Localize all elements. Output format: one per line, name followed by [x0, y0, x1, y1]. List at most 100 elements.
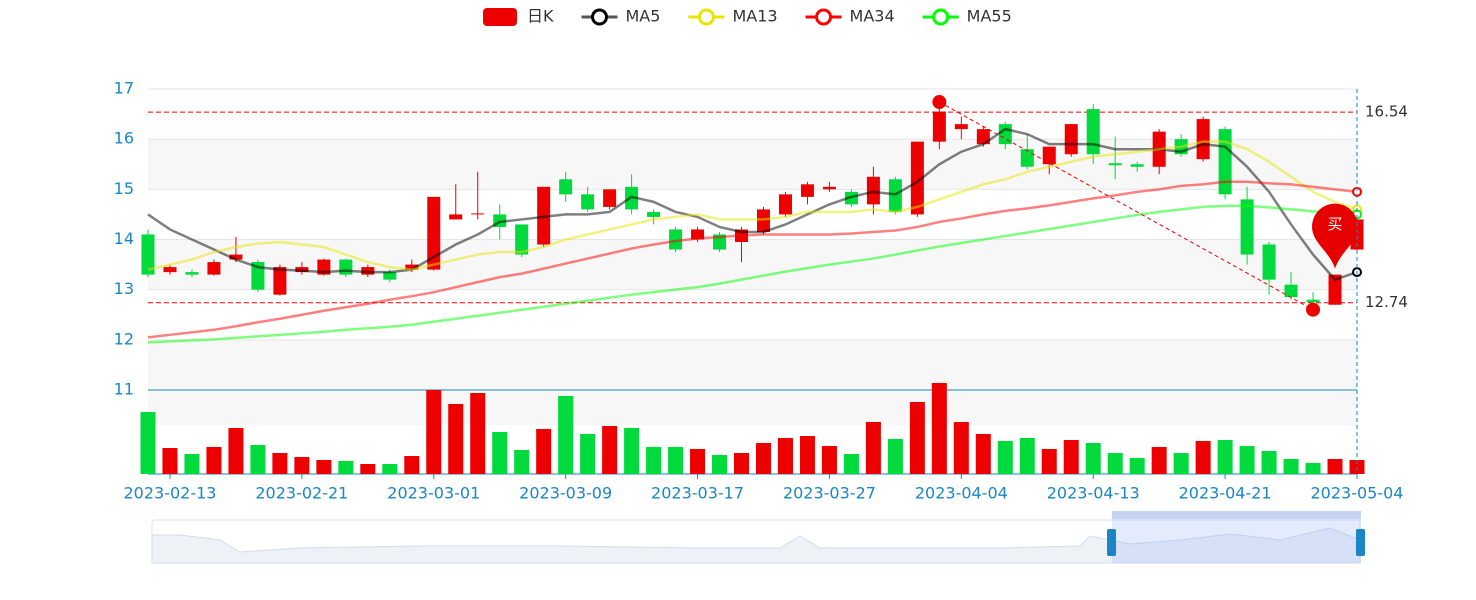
legend-label: MA34 [850, 7, 895, 26]
slider-window[interactable] [1112, 511, 1361, 563]
candle-body [954, 124, 968, 130]
candle-body [691, 229, 705, 240]
candle-body [1328, 274, 1342, 305]
x-tick-label: 2023-04-21 [1179, 484, 1272, 503]
volume-bar [536, 429, 552, 474]
candle-body [185, 272, 199, 275]
volume-bar [360, 464, 376, 474]
legend-icon [815, 8, 833, 26]
volume-bar [140, 412, 156, 474]
ma-line [147, 140, 1358, 271]
volume-bar [426, 390, 442, 474]
candle-body [515, 224, 529, 255]
candle-body [603, 189, 617, 207]
legend-label: MA5 [626, 7, 661, 26]
x-tick-label: 2023-02-13 [123, 484, 216, 503]
candle-body [1086, 109, 1100, 155]
candle-body [778, 194, 792, 215]
volume-bar [184, 454, 200, 474]
volume-bar [514, 450, 530, 474]
candle-body [932, 111, 946, 142]
candle-body [647, 211, 661, 217]
candle-body [361, 267, 375, 275]
candle-body [141, 234, 155, 275]
candle-body [471, 213, 485, 215]
legend-icon [591, 8, 608, 26]
candle-body [163, 267, 177, 273]
y-tick-label: 15 [114, 179, 134, 198]
volume-bar [492, 432, 508, 474]
volume-bar [1151, 447, 1167, 474]
volume-bar [953, 422, 969, 474]
legend-icon [932, 8, 950, 26]
volume-bar [470, 393, 486, 474]
volume-bar [997, 441, 1013, 474]
volume-bar [1217, 440, 1233, 474]
legend-icon [697, 8, 715, 26]
candle-body [1262, 244, 1276, 280]
candle-body [800, 184, 814, 197]
y-tick-label: 17 [114, 79, 134, 98]
volume-bar [1019, 438, 1035, 474]
x-tick-label: 2023-04-04 [915, 484, 1008, 503]
candle-body [383, 272, 397, 280]
trend-line [939, 101, 1314, 311]
volume-bar [1305, 463, 1321, 474]
volume-bar [887, 439, 903, 474]
x-tick-label: 2023-04-13 [1047, 484, 1140, 503]
volume-bar [1107, 453, 1123, 474]
volume-bar [734, 453, 750, 474]
volume-bar [755, 443, 771, 474]
candle-body [822, 186, 836, 190]
volume-bar [821, 446, 837, 474]
volume-bar [206, 447, 222, 474]
volume-bar [1129, 458, 1145, 474]
split-area [148, 339, 1357, 390]
volume-bar [316, 460, 332, 474]
candle-body [1064, 124, 1078, 155]
candle-body [1240, 199, 1254, 255]
legend-label: MA13 [732, 7, 777, 26]
volume-bar [843, 454, 859, 474]
volume-bar [931, 383, 947, 474]
volume-bar [865, 422, 881, 474]
volume-bar [338, 461, 354, 474]
volume-bar [602, 426, 618, 474]
candle-body [1306, 299, 1320, 303]
candle-body [976, 129, 990, 145]
candle-body [229, 254, 243, 260]
y-tick-label: 13 [114, 279, 134, 298]
volume-bar [1173, 453, 1189, 474]
candle-body [339, 259, 353, 275]
volume-split-area [148, 390, 1357, 425]
volume-bar [272, 453, 288, 474]
volume-bar [1261, 451, 1277, 474]
x-tick-label: 2023-05-04 [1311, 484, 1404, 503]
slider-bar[interactable] [1112, 511, 1361, 519]
candle-body [1108, 163, 1122, 166]
volume-bar [1239, 446, 1255, 474]
candle-body [427, 196, 441, 270]
slider-handle[interactable] [1107, 529, 1116, 556]
candle-body [559, 179, 573, 195]
y-tick-label: 12 [114, 329, 134, 348]
y-tick-label: 11 [114, 380, 134, 399]
candle-body [273, 267, 287, 295]
volume-bar [294, 457, 310, 474]
ma-line [147, 204, 1358, 344]
mark-line-label: 12.74 [1365, 293, 1408, 311]
legend-label: MA55 [967, 7, 1012, 26]
x-tick-label: 2023-03-01 [387, 484, 480, 503]
candle-body [251, 262, 265, 290]
x-tick-label: 2023-03-09 [519, 484, 612, 503]
volume-bar [690, 449, 706, 474]
candle-body [1020, 149, 1034, 167]
volume-bar [712, 455, 728, 474]
x-tick-label: 2023-03-17 [651, 484, 744, 503]
volume-bar [1283, 459, 1299, 474]
slider-handle[interactable] [1356, 529, 1365, 556]
volume-bar [448, 404, 464, 474]
min-point [1306, 302, 1321, 317]
volume-bar [777, 438, 793, 474]
candle-body [1130, 164, 1144, 167]
